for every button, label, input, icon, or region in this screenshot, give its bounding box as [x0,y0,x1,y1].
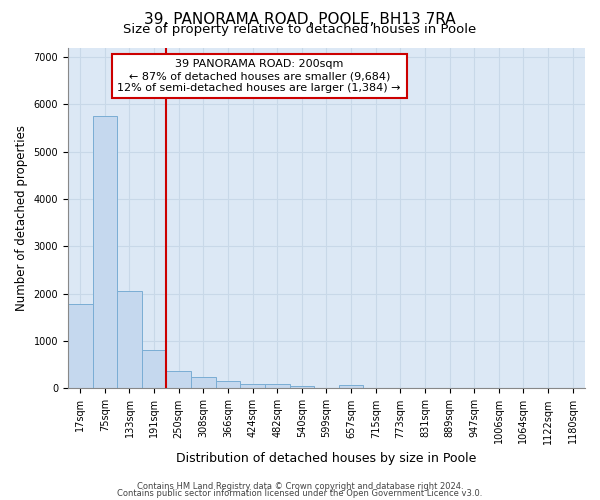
Text: Size of property relative to detached houses in Poole: Size of property relative to detached ho… [124,22,476,36]
Text: Contains HM Land Registry data © Crown copyright and database right 2024.: Contains HM Land Registry data © Crown c… [137,482,463,491]
Bar [191,377,215,388]
Bar [142,350,166,389]
Text: 39, PANORAMA ROAD, POOLE, BH13 7RA: 39, PANORAMA ROAD, POOLE, BH13 7RA [144,12,456,28]
Bar [265,384,290,388]
Bar [92,116,117,388]
Bar [166,371,191,388]
Bar [339,386,364,388]
Bar [290,386,314,388]
Text: 39 PANORAMA ROAD: 200sqm
← 87% of detached houses are smaller (9,684)
12% of sem: 39 PANORAMA ROAD: 200sqm ← 87% of detach… [118,60,401,92]
Bar [240,384,265,388]
Bar [117,291,142,388]
Bar [68,304,92,388]
Y-axis label: Number of detached properties: Number of detached properties [15,125,28,311]
Bar [215,382,240,388]
Text: Contains public sector information licensed under the Open Government Licence v3: Contains public sector information licen… [118,489,482,498]
X-axis label: Distribution of detached houses by size in Poole: Distribution of detached houses by size … [176,452,476,465]
